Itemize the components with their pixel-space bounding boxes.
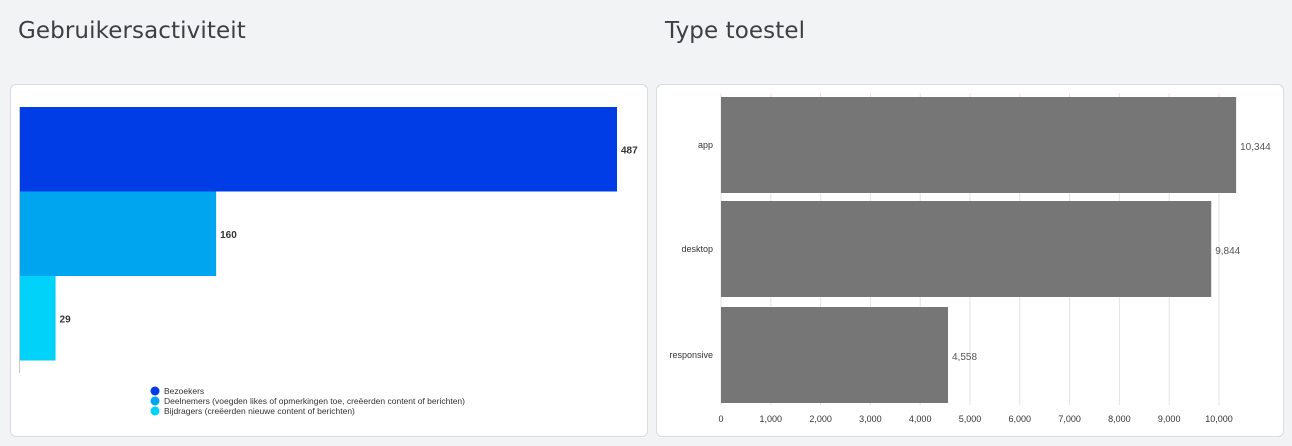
data-label-3: 29 bbox=[60, 314, 72, 325]
x-tick-label-7: 7,000 bbox=[1058, 414, 1081, 424]
data-label-app: 10,344 bbox=[1240, 142, 1271, 153]
x-tick-label-1: 1,000 bbox=[760, 414, 783, 424]
bar-app bbox=[721, 97, 1237, 193]
legend-label-2: Deelnemers (voegden likes of opmerkingen… bbox=[164, 396, 465, 406]
legend-label-3: Bijdragers (creëerden nieuwe content of … bbox=[164, 406, 355, 416]
x-tick-label-3: 3,000 bbox=[859, 414, 882, 424]
legend-swatch-2 bbox=[150, 396, 160, 406]
x-tick-label-9: 9,000 bbox=[1158, 414, 1181, 424]
data-label-1: 487 bbox=[621, 145, 638, 156]
category-label-desktop: desktop bbox=[681, 244, 713, 254]
x-tick-label-4: 4,000 bbox=[909, 414, 932, 424]
bar-3 bbox=[20, 276, 56, 361]
data-label-desktop: 9,844 bbox=[1215, 246, 1240, 257]
x-tick-label-10: 10,000 bbox=[1205, 414, 1233, 424]
device-type-chart: 0 1,000 2,000 3,000 4,000 5,000 6,000 7,000 8,00… bbox=[669, 93, 1271, 424]
x-tick-label-5: 5,000 bbox=[959, 414, 982, 424]
left-panel-title: Gebruikersactiviteit bbox=[18, 18, 246, 44]
legend-swatch-1 bbox=[150, 386, 160, 396]
x-tick-label-0: 0 bbox=[718, 414, 723, 424]
legend-label-1: Bezoekers bbox=[164, 386, 204, 396]
right-panel-title: Type toestel bbox=[665, 18, 806, 44]
bar-desktop bbox=[721, 201, 1212, 297]
x-tick-label-2: 2,000 bbox=[809, 414, 832, 424]
bar-2 bbox=[20, 191, 217, 276]
x-tick-label-8: 8,000 bbox=[1108, 414, 1131, 424]
bar-responsive bbox=[721, 307, 948, 403]
x-tick-label-6: 6,000 bbox=[1009, 414, 1032, 424]
category-label-app: app bbox=[698, 140, 713, 150]
data-label-2: 160 bbox=[220, 230, 237, 241]
bar-1 bbox=[20, 107, 617, 192]
user-activity-card: 487 160 29 Bezoekers Deelnemers (voegden lik… bbox=[10, 84, 648, 437]
category-label-responsive: responsive bbox=[669, 350, 713, 360]
device-type-card: 0 1,000 2,000 3,000 4,000 5,000 6,000 7,000 8,00… bbox=[656, 84, 1284, 437]
legend-swatch-3 bbox=[150, 406, 160, 416]
data-label-responsive: 4,558 bbox=[952, 352, 977, 363]
